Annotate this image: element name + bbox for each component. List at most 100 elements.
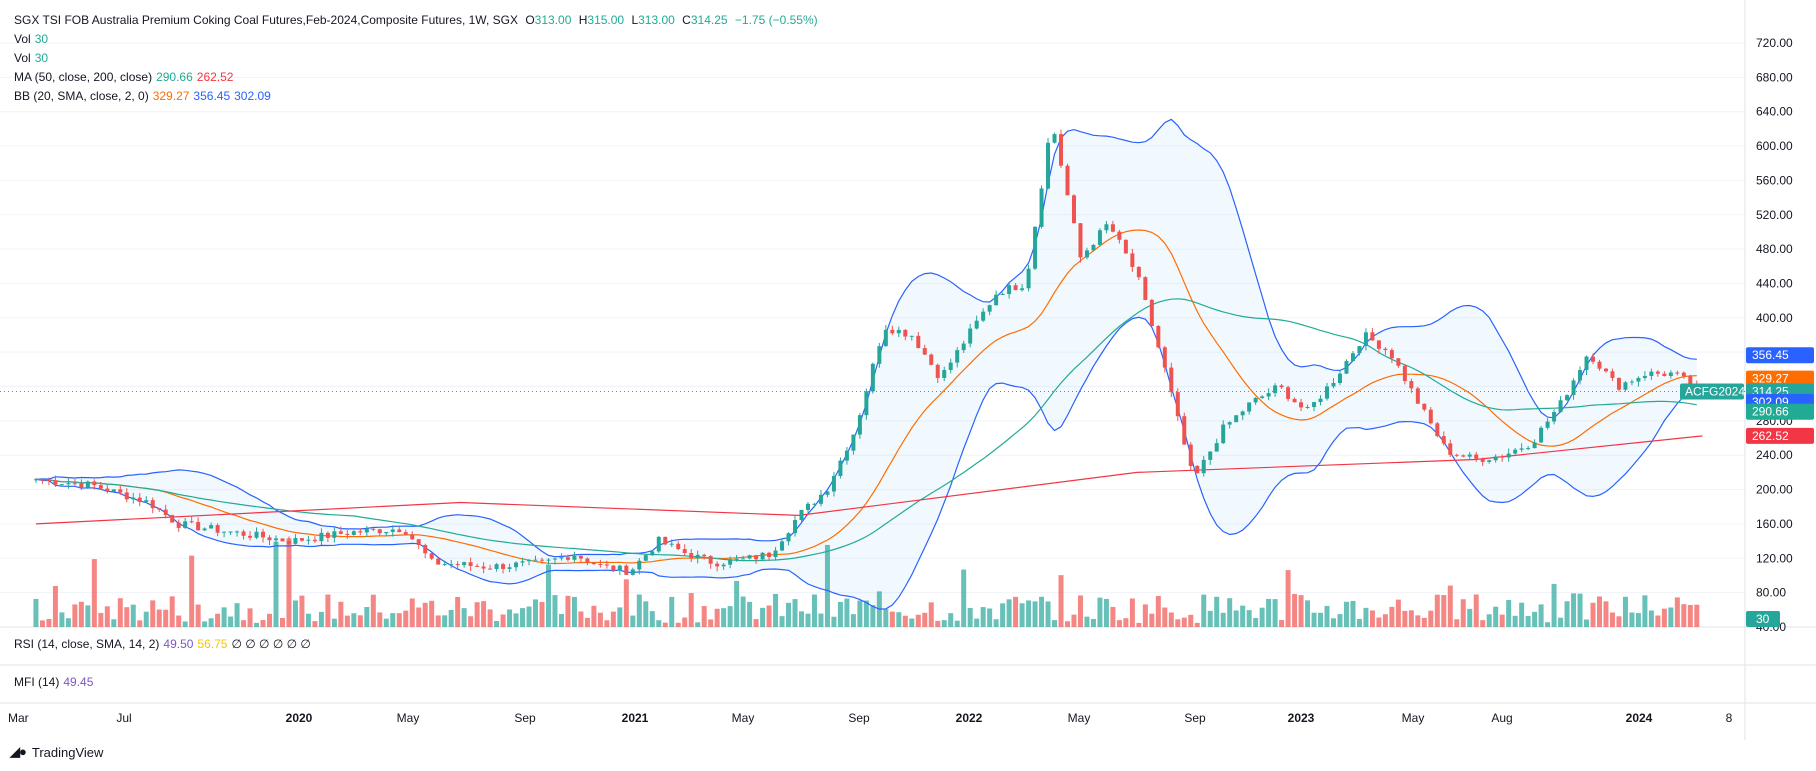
volume-bar (1629, 612, 1635, 627)
candle-body (1312, 402, 1317, 407)
price-tick-label: 400.00 (1756, 311, 1793, 325)
candle-body (390, 529, 395, 532)
candle-body (481, 566, 486, 569)
candle-body (170, 515, 175, 523)
price-tick-label: 640.00 (1756, 105, 1793, 119)
volume-bar (1324, 605, 1330, 627)
volume-bar (740, 596, 746, 627)
candle-body (630, 569, 635, 575)
vol2-legend[interactable]: Vol 30 (14, 50, 52, 66)
volume-bar (1493, 606, 1499, 627)
volume-bar (571, 596, 577, 627)
ma50-value: 290.66 (156, 70, 193, 84)
candle-body (1188, 444, 1193, 466)
candle-body (131, 497, 136, 500)
volume-bar (474, 602, 480, 627)
ma50-badge-bg (1746, 403, 1814, 420)
volume-bar (65, 618, 71, 627)
candle-body (734, 558, 739, 560)
time-tick-label: Jul (116, 711, 131, 725)
volume-bar (675, 622, 681, 627)
volume-bar (1343, 601, 1349, 627)
candle-body (922, 348, 927, 355)
volume-bar (1272, 599, 1278, 627)
volume-bar (1622, 596, 1628, 627)
candle-body (384, 531, 389, 534)
candle-body (319, 532, 324, 542)
volume-bar (1298, 595, 1304, 627)
bb-legend[interactable]: BB (20, SMA, close, 2, 0) 329.27 356.45 302… (14, 88, 275, 104)
candle-body (273, 538, 278, 541)
volume-bar (941, 620, 947, 627)
candle-body (33, 479, 38, 481)
volume-bar (1363, 607, 1369, 627)
volume-bar (59, 612, 65, 627)
candle-body (507, 567, 512, 569)
volume-bar (1506, 599, 1512, 627)
price-tick-label: 480.00 (1756, 242, 1793, 256)
volume-bar (928, 602, 934, 627)
volume-bar (902, 615, 908, 627)
volume-bar (533, 599, 539, 627)
volume-bar (695, 622, 701, 627)
symbol-title[interactable]: SGX TSI FOB Australia Premium Coking Coa… (14, 13, 518, 27)
candle-body (1474, 454, 1479, 459)
candle-body (825, 491, 830, 495)
volume-bar (364, 607, 370, 627)
candle-body (1091, 244, 1096, 251)
candle-body (235, 531, 240, 533)
candle-body (682, 549, 687, 554)
candle-body (1357, 346, 1362, 354)
volume-bar (208, 618, 214, 627)
candle-body (157, 508, 162, 510)
volume-bar (260, 620, 266, 627)
candle-body (1227, 422, 1232, 425)
volume-bar (176, 615, 182, 627)
candle-body (293, 538, 298, 544)
candle-body (527, 559, 532, 562)
candle-body (468, 562, 473, 566)
vol1-legend[interactable]: Vol 30 (14, 31, 52, 47)
volume-bar (610, 611, 616, 627)
volume-bar (1402, 610, 1408, 627)
bb-upper-badge: 356.45 (1752, 348, 1789, 362)
volume-bar (1337, 614, 1343, 627)
candle-body (741, 558, 746, 560)
volume-bar (766, 605, 772, 627)
volume-bar (273, 541, 279, 627)
candle-body (578, 555, 583, 559)
candle-body (345, 533, 350, 535)
candle-body (46, 480, 51, 482)
candle-body (1480, 458, 1485, 462)
candle-body (1402, 365, 1407, 382)
volume-bar (669, 596, 675, 627)
volume-bar (1473, 594, 1479, 627)
bb-label: BB (20, SMA, close, 2, 0) (14, 89, 149, 103)
mfi-legend[interactable]: MFI (14) 49.45 (14, 675, 97, 689)
candle-body (1117, 231, 1122, 240)
volume-bar (1266, 598, 1272, 627)
time-tick-label: 2021 (622, 711, 649, 725)
candle-body (423, 545, 428, 554)
rsi-extra: ∅ ∅ ∅ ∅ ∅ ∅ (231, 637, 311, 651)
candle-body (1266, 393, 1271, 397)
candle-body (663, 536, 668, 545)
volume-bar (494, 620, 500, 627)
rsi-legend[interactable]: RSI (14, close, SMA, 14, 2) 49.50 56.75 ∅ ∅… (14, 637, 315, 651)
tradingview-icon: ◢● (10, 744, 27, 759)
tradingview-logo[interactable]: ◢● TradingView (10, 744, 103, 760)
volume-bar (1480, 620, 1486, 627)
candle-body (1513, 449, 1518, 454)
ma-legend[interactable]: MA (50, close, 200, close) 290.66 262.52 (14, 69, 237, 85)
rsi-ma-value: 56.75 (197, 637, 228, 651)
volume-bar (1596, 596, 1602, 627)
volume-bar (46, 618, 52, 627)
time-tick-label: Aug (1491, 711, 1512, 725)
candle-body (851, 434, 856, 451)
volume-bar (1285, 570, 1291, 627)
candle-body (1350, 353, 1355, 362)
candle-body (916, 335, 921, 349)
volume-bar (954, 620, 960, 627)
volume-bar (1369, 610, 1375, 627)
